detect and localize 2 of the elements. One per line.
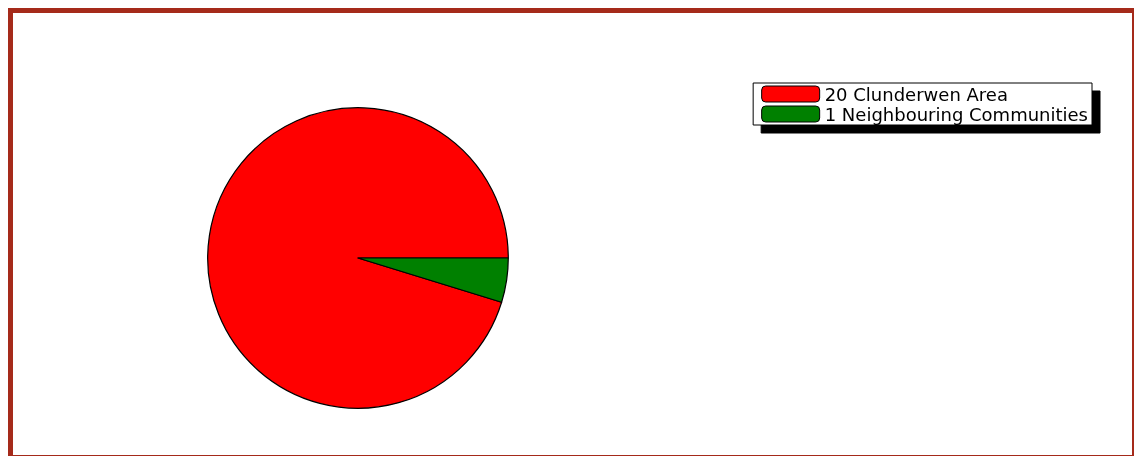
legend-label: 20 Clunderwen Area xyxy=(824,83,1008,105)
legend-label: 1 Neighbouring Communities xyxy=(824,103,1089,125)
